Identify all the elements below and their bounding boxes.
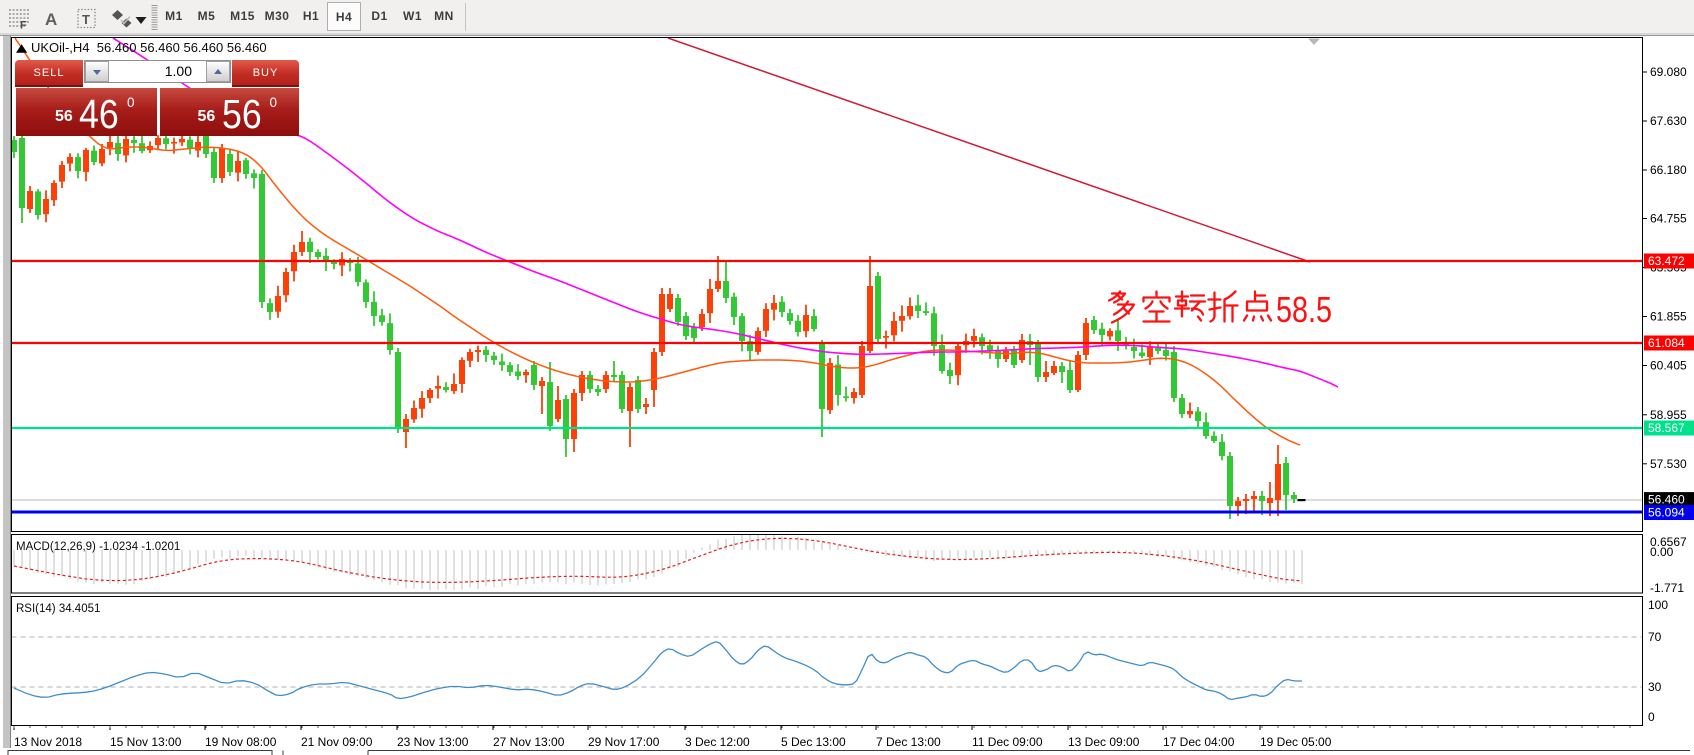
svg-text:100: 100 <box>1648 598 1668 612</box>
svg-text:0.6567: 0.6567 <box>1650 535 1687 549</box>
svg-text:7 Dec 13:00: 7 Dec 13:00 <box>876 735 941 749</box>
svg-text:63.472: 63.472 <box>1648 254 1685 268</box>
svg-text:13 Dec 09:00: 13 Dec 09:00 <box>1068 735 1140 749</box>
svg-text:UKOil-,H4 56.460 56.460 56.46: UKOil-,H4 56.460 56.460 56.460 56.460 <box>31 40 267 55</box>
svg-text:0.00: 0.00 <box>1650 545 1674 559</box>
svg-text:56.460: 56.460 <box>1648 493 1685 507</box>
svg-text:61.855: 61.855 <box>1650 310 1687 324</box>
svg-text:27 Nov 13:00: 27 Nov 13:00 <box>493 735 565 749</box>
svg-text:29 Nov 17:00: 29 Nov 17:00 <box>588 735 660 749</box>
svg-text:11 Dec 09:00: 11 Dec 09:00 <box>972 735 1043 749</box>
svg-text:56.094: 56.094 <box>1648 506 1685 520</box>
svg-text:-1.771: -1.771 <box>1650 581 1684 595</box>
svg-text:5 Dec 13:00: 5 Dec 13:00 <box>781 735 846 749</box>
svg-text:19 Nov 08:00: 19 Nov 08:00 <box>205 735 277 749</box>
svg-text:17 Dec 04:00: 17 Dec 04:00 <box>1163 735 1235 749</box>
svg-text:A: A <box>45 10 57 29</box>
svg-text:19 Dec 05:00: 19 Dec 05:00 <box>1260 735 1332 749</box>
svg-text:13 Nov 2018: 13 Nov 2018 <box>14 735 82 749</box>
svg-text:57.530: 57.530 <box>1650 457 1687 471</box>
svg-text:RSI(14) 34.4051: RSI(14) 34.4051 <box>16 603 100 615</box>
svg-text:21 Nov 09:00: 21 Nov 09:00 <box>301 735 373 749</box>
svg-text:60.405: 60.405 <box>1650 359 1687 373</box>
svg-text:67.630: 67.630 <box>1650 114 1687 128</box>
svg-text:58.5: 58.5 <box>1276 289 1332 330</box>
svg-text:58.567: 58.567 <box>1648 421 1685 435</box>
svg-text:0: 0 <box>1648 710 1655 724</box>
svg-text:23 Nov 13:00: 23 Nov 13:00 <box>397 735 469 749</box>
svg-text:70: 70 <box>1648 630 1662 644</box>
svg-text:66.180: 66.180 <box>1650 163 1687 177</box>
svg-text:15 Nov 13:00: 15 Nov 13:00 <box>110 735 182 749</box>
svg-text:64.755: 64.755 <box>1650 212 1687 226</box>
svg-text:F: F <box>20 20 27 32</box>
svg-text:T: T <box>82 12 90 27</box>
svg-text:MACD(12,26,9) -1.0234 -1.0201: MACD(12,26,9) -1.0234 -1.0201 <box>16 541 180 553</box>
svg-text:58.955: 58.955 <box>1650 408 1687 422</box>
svg-text:3 Dec 12:00: 3 Dec 12:00 <box>685 735 750 749</box>
svg-text:69.080: 69.080 <box>1650 65 1687 79</box>
svg-text:61.084: 61.084 <box>1648 336 1685 350</box>
svg-text:30: 30 <box>1648 680 1662 694</box>
